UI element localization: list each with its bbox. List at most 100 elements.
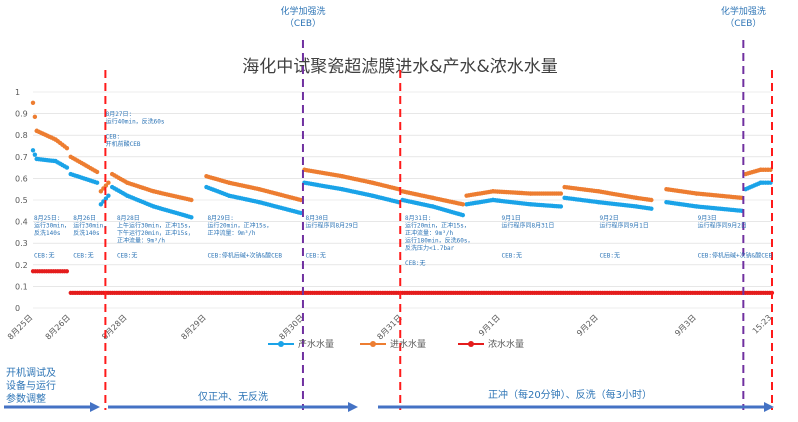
- data-point: [98, 202, 104, 207]
- data-point: [189, 215, 194, 220]
- annotation-line: 9月3日: [698, 215, 717, 222]
- phase-label: 仅正冲、无反洗: [198, 390, 268, 403]
- phase-arrow-head: [764, 402, 774, 412]
- annotation-line: 运行40min，反洗60s: [106, 118, 165, 126]
- annotation-line: 上午运行30min，正冲15s，: [117, 222, 194, 230]
- phase-arrow-head: [348, 402, 358, 412]
- annotation-line: CEB:无: [405, 260, 425, 267]
- phase-label: 设备与运行: [6, 379, 56, 392]
- y-tick-label: 0.7: [15, 153, 28, 162]
- annotation-line: 反洗140s: [34, 229, 61, 237]
- annotation-line: 8月31日:: [405, 215, 431, 222]
- legend-swatch-marker: [278, 341, 284, 347]
- annotation-line: CEB:无: [600, 253, 620, 260]
- annotation-line: CEB:无: [34, 253, 54, 260]
- y-tick-label: 0.4: [15, 218, 28, 227]
- x-tick-label: 9月1日: [477, 313, 502, 338]
- annotation-line: 运行180min，反洗60s，: [405, 237, 474, 245]
- data-point: [94, 169, 100, 175]
- phase-arrow-head: [90, 402, 100, 412]
- phase-label: 正冲（每20分钟）、反洗（每3小时）: [488, 388, 652, 401]
- data-point: [103, 183, 109, 188]
- annotation-line: 运行30min，: [73, 222, 109, 230]
- x-axis-ticks: 8月25日 8月26日 8月28日 8月29日 8月30日 8月31日 9月1日 9月2日 9月…: [6, 313, 773, 341]
- data-point: [98, 189, 104, 194]
- data-point: [460, 212, 466, 218]
- annotation-line: CEB:无: [73, 253, 93, 260]
- series-points: [30, 100, 775, 295]
- data-point: [558, 191, 564, 196]
- data-point: [460, 202, 466, 207]
- annotation-line: 8月25日:: [34, 215, 60, 222]
- annotation-line: 运行20min，正冲15s，: [405, 222, 470, 230]
- annotation-line: 运行30min，: [34, 222, 70, 230]
- legend-label: 浓水水量: [488, 338, 524, 350]
- y-axis-ticks: 0 0.1 0.2 0.3 0.4 0.5 0.6 0.7 0.8 0.9 1: [15, 88, 28, 313]
- annotation-line: 下午运行20min，正冲15s，: [117, 229, 194, 237]
- annotation-line: 运行程序同9月2日: [698, 222, 747, 230]
- data-point: [64, 165, 70, 170]
- annotation-line: 运行程序同8月31日: [502, 222, 555, 230]
- y-tick-label: 0.6: [15, 174, 28, 183]
- y-tick-label: 0.3: [15, 239, 28, 248]
- daily-annotations: 8月25日:运行30min，反洗140sCEB:无8月26日运行30min，反洗…: [34, 111, 772, 267]
- x-tick-label: 9月2日: [575, 313, 600, 338]
- data-point: [649, 197, 654, 203]
- y-tick-label: 0: [15, 304, 20, 313]
- legend-label: 产水水量: [298, 338, 334, 350]
- ceb-label: （CEB）: [285, 18, 321, 29]
- phase-label: 开机调试及: [6, 366, 56, 379]
- data-point: [189, 197, 194, 203]
- y-tick-label: 0.9: [15, 110, 28, 119]
- y-gridlines: [33, 91, 772, 309]
- annotation-line: 8月28日: [117, 215, 140, 222]
- annotation-line: 8月26日: [73, 215, 96, 222]
- data-point: [64, 269, 70, 274]
- data-point: [649, 206, 654, 211]
- phase-label: 参数调整: [6, 392, 46, 405]
- legend-label: 进水水量: [390, 338, 426, 350]
- data-point: [106, 180, 111, 185]
- annotation-line: 运行20min，正冲15s，: [207, 222, 272, 230]
- x-tick-label: 8月29日: [179, 313, 207, 341]
- annotation-line: CEB:: [106, 134, 120, 141]
- annotation-line: CEB:无: [502, 253, 522, 260]
- ceb-label: 化学加强洗: [280, 5, 325, 17]
- ceb-label: （CEB）: [725, 18, 761, 29]
- annotation-line: 运行程序同8月29日: [305, 222, 358, 230]
- data-point: [106, 193, 111, 198]
- annotation-line: 8月30日: [305, 215, 328, 222]
- data-point: [94, 180, 100, 185]
- annotation-line: CEB:无: [305, 253, 325, 260]
- data-point: [30, 148, 36, 153]
- ceb-labels: 化学加强洗（CEB）化学加强洗（CEB）: [280, 5, 765, 29]
- data-point: [558, 204, 564, 209]
- legend-swatch-marker: [370, 341, 376, 347]
- data-point: [64, 145, 70, 151]
- chart-title: 海化中试聚瓷超滤膜进水&产水&浓水水量: [242, 57, 558, 77]
- y-tick-label: 0.2: [15, 261, 28, 270]
- annotation-line: 正冲流量：9m³/h: [405, 229, 453, 237]
- data-point: [30, 100, 36, 106]
- data-point: [103, 196, 109, 201]
- annotation-line: 运行程序同9月1日: [600, 222, 649, 230]
- x-tick-label: 15:23: [751, 313, 774, 336]
- x-tick-label: 8月26日: [44, 313, 72, 341]
- annotation-line: 反洗140s: [73, 229, 100, 237]
- x-tick-label: 8月25日: [6, 313, 34, 341]
- annotation-line: 8月27日:: [106, 111, 132, 118]
- x-tick-label: 8月30日: [277, 313, 305, 341]
- data-point: [32, 114, 38, 120]
- annotation-line: 9月2日: [600, 215, 619, 222]
- annotation-line: 开机前酸CEB: [106, 140, 141, 148]
- legend-swatch-marker: [468, 341, 474, 347]
- legend: 产水水量 进水水量 浓水水量: [268, 338, 524, 350]
- annotation-line: 反洗压力<1.7bar: [405, 244, 455, 252]
- y-tick-label: 0.8: [15, 131, 28, 140]
- annotation-line: 8月29日:: [207, 215, 233, 222]
- data-point: [298, 197, 303, 203]
- annotation-line: CEB:停机后碱+次钠&酸CEB: [698, 252, 773, 260]
- annotation-line: CEB:无: [117, 253, 137, 260]
